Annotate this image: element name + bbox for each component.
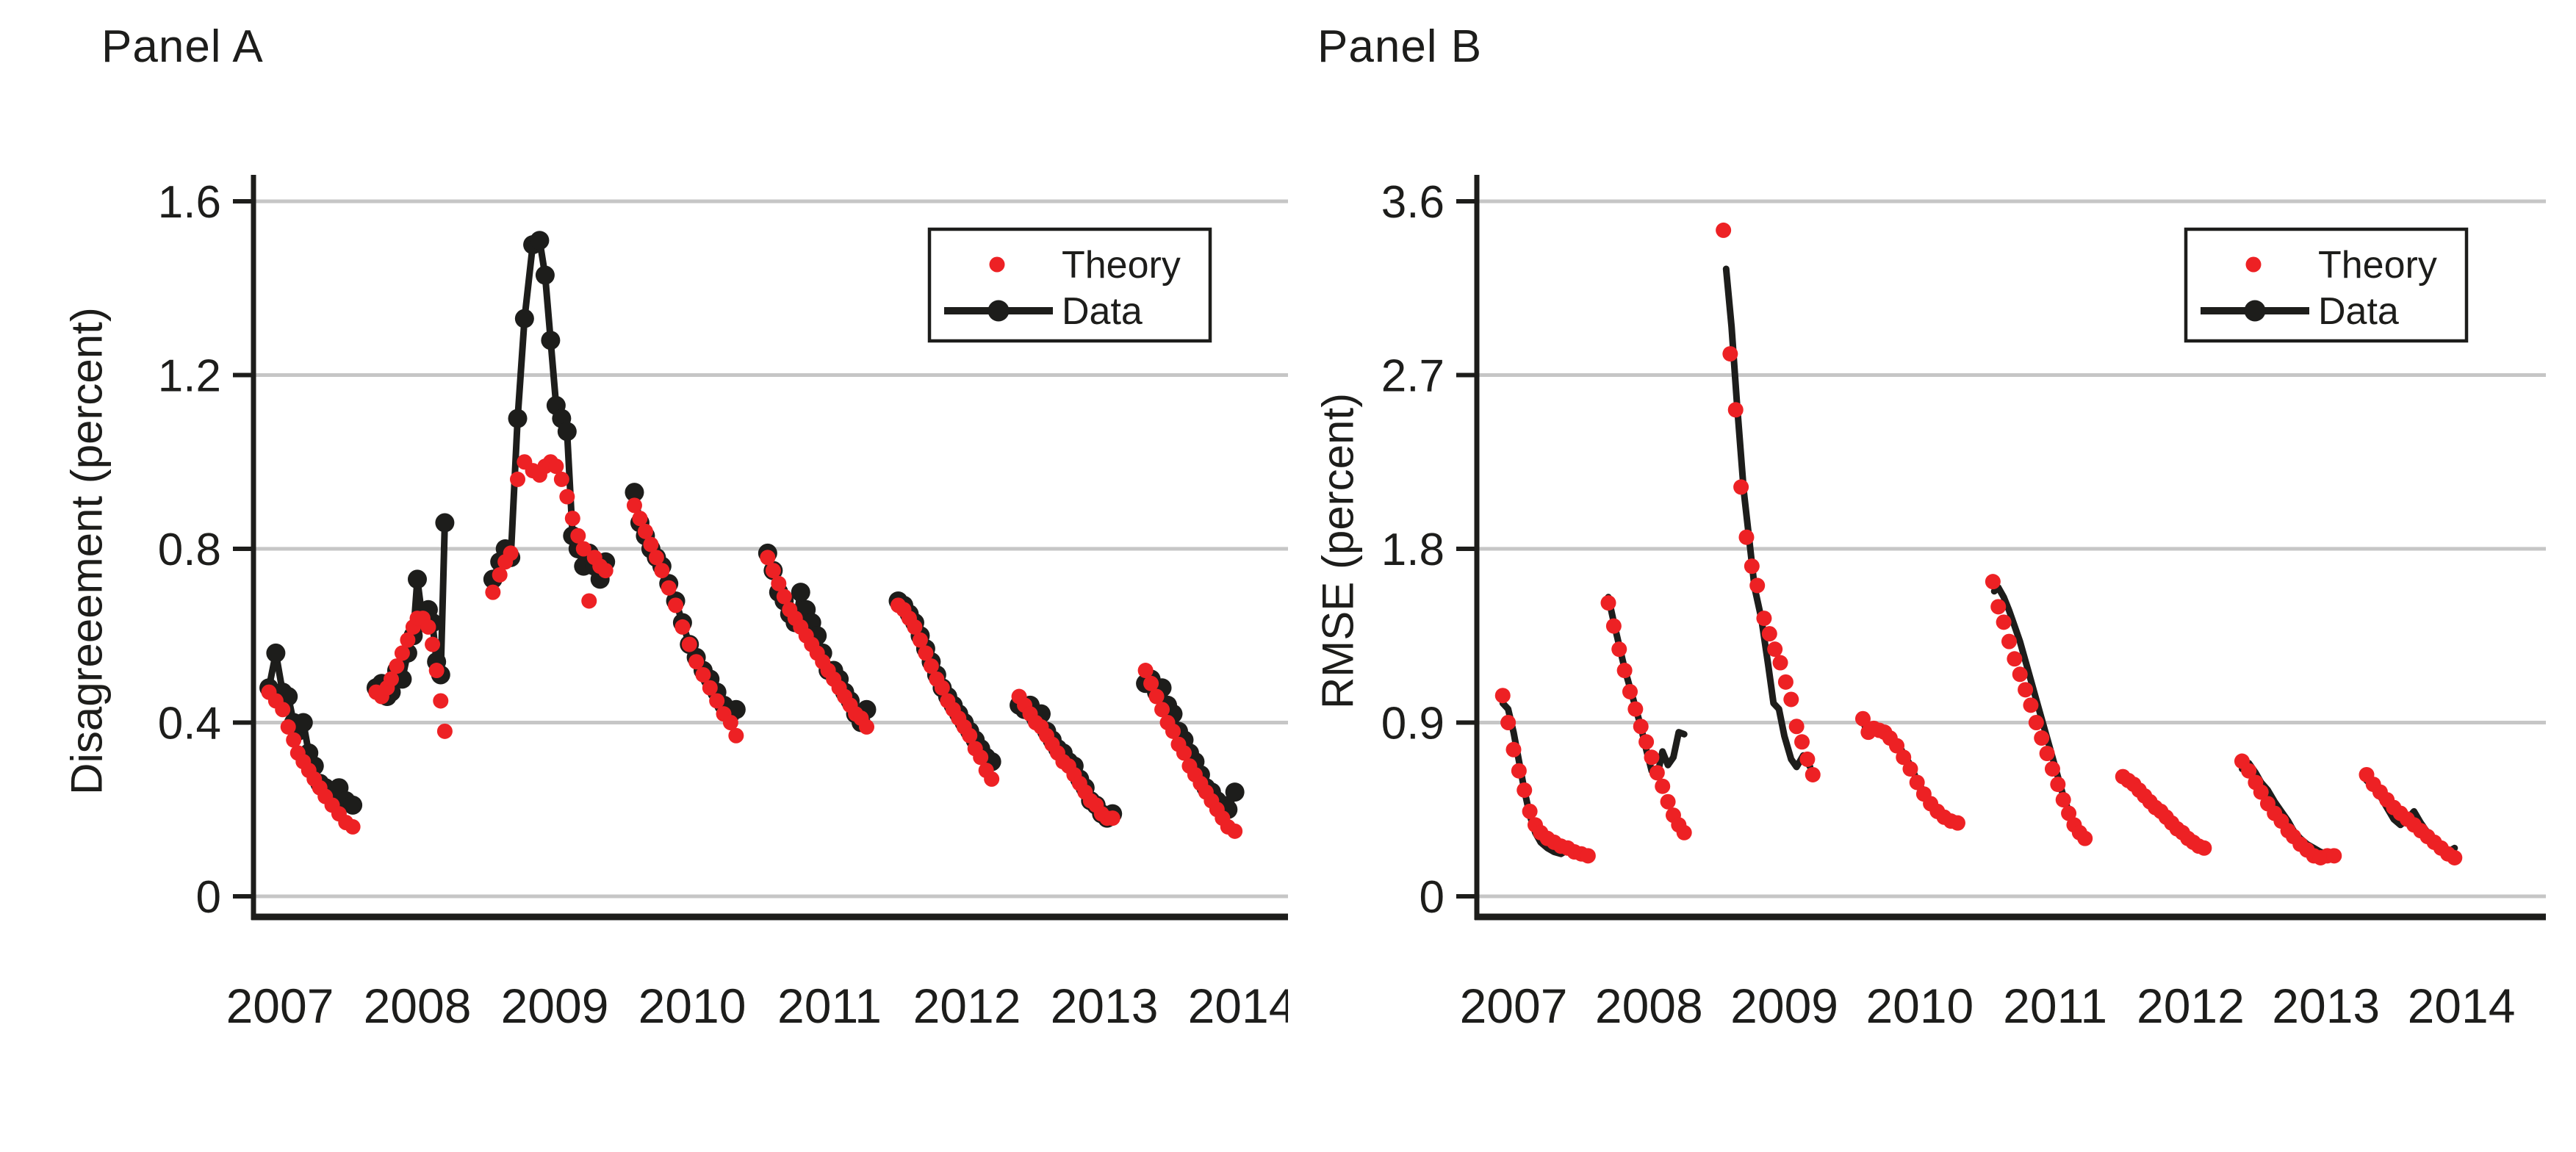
y-tick-label: 0.9 bbox=[1381, 699, 1444, 749]
legend-data-label: Data bbox=[1062, 290, 1143, 333]
x-tick-label: 2012 bbox=[913, 979, 1021, 1033]
x-axis-labels: 2007 2008 2009 2010 2011 2012 2013 2014 bbox=[1460, 979, 2516, 1033]
x-tick-label: 2007 bbox=[226, 979, 334, 1033]
gridlines bbox=[1477, 199, 2546, 899]
y-tick-label: 0 bbox=[196, 872, 221, 923]
panel-b: Panel B RMSE (percent) 0 0.9 1.8 2.7 3.6 2007… bbox=[1288, 0, 2576, 1152]
y-axis-ticks: 0 0.9 1.8 2.7 3.6 bbox=[1381, 177, 1477, 923]
x-tick-label: 2013 bbox=[2272, 979, 2380, 1033]
panel-a-title: Panel A bbox=[101, 21, 264, 72]
x-tick-label: 2009 bbox=[1730, 979, 1838, 1033]
legend-theory-label: Theory bbox=[2318, 244, 2437, 287]
x-tick-label: 2007 bbox=[1460, 979, 1568, 1033]
legend-data-label: Data bbox=[2318, 290, 2399, 333]
y-axis-ticks: 0 0.4 0.8 1.2 1.6 bbox=[158, 177, 253, 923]
x-tick-label: 2014 bbox=[1188, 979, 1288, 1033]
y-tick-label: 1.2 bbox=[158, 351, 221, 402]
x-tick-label: 2010 bbox=[1866, 979, 1974, 1033]
y-tick-label: 1.8 bbox=[1381, 525, 1444, 575]
y-tick-label: 3.6 bbox=[1381, 177, 1444, 228]
y-tick-label: 1.6 bbox=[158, 177, 221, 228]
x-tick-label: 2008 bbox=[1595, 979, 1703, 1033]
x-tick-label: 2014 bbox=[2408, 979, 2516, 1033]
x-tick-label: 2013 bbox=[1051, 979, 1159, 1033]
y-tick-label: 0 bbox=[1420, 872, 1444, 923]
x-tick-label: 2012 bbox=[2137, 979, 2245, 1033]
x-axis-labels: 2007 2008 2009 2010 2011 2012 2013 2014 bbox=[226, 979, 1288, 1033]
x-tick-label: 2011 bbox=[777, 979, 882, 1033]
y-tick-label: 0.8 bbox=[158, 525, 221, 575]
legend-data-marker-icon bbox=[987, 300, 1010, 322]
x-tick-label: 2009 bbox=[501, 979, 609, 1033]
panel-a: Panel A Disagreeement (percent) 0 0.4 0.8 1… bbox=[62, 21, 1288, 1033]
panel-a-chart: 0 0.4 0.8 1.2 1.6 2007 2008 2009 2010 2011 2012 201… bbox=[158, 175, 1288, 1033]
legend-theory-label: Theory bbox=[1062, 244, 1181, 287]
x-tick-label: 2011 bbox=[2003, 979, 2107, 1033]
panel-b-chart: 0 0.9 1.8 2.7 3.6 2007 2008 2009 2010 2011 2012 201… bbox=[1381, 175, 2546, 1033]
y-tick-label: 2.7 bbox=[1381, 351, 1444, 402]
theory-series bbox=[1494, 222, 2463, 865]
x-tick-label: 2008 bbox=[364, 979, 472, 1033]
x-tick-label: 2010 bbox=[638, 979, 746, 1033]
panel-b-title: Panel B bbox=[1317, 21, 1483, 72]
y-tick-label: 0.4 bbox=[158, 699, 221, 749]
legend-theory-marker-icon bbox=[2245, 256, 2262, 273]
theory-series bbox=[261, 454, 1243, 839]
legend-data-marker-icon bbox=[2244, 300, 2266, 322]
data-series bbox=[1499, 265, 2458, 863]
legend-theory-marker-icon bbox=[989, 256, 1005, 273]
